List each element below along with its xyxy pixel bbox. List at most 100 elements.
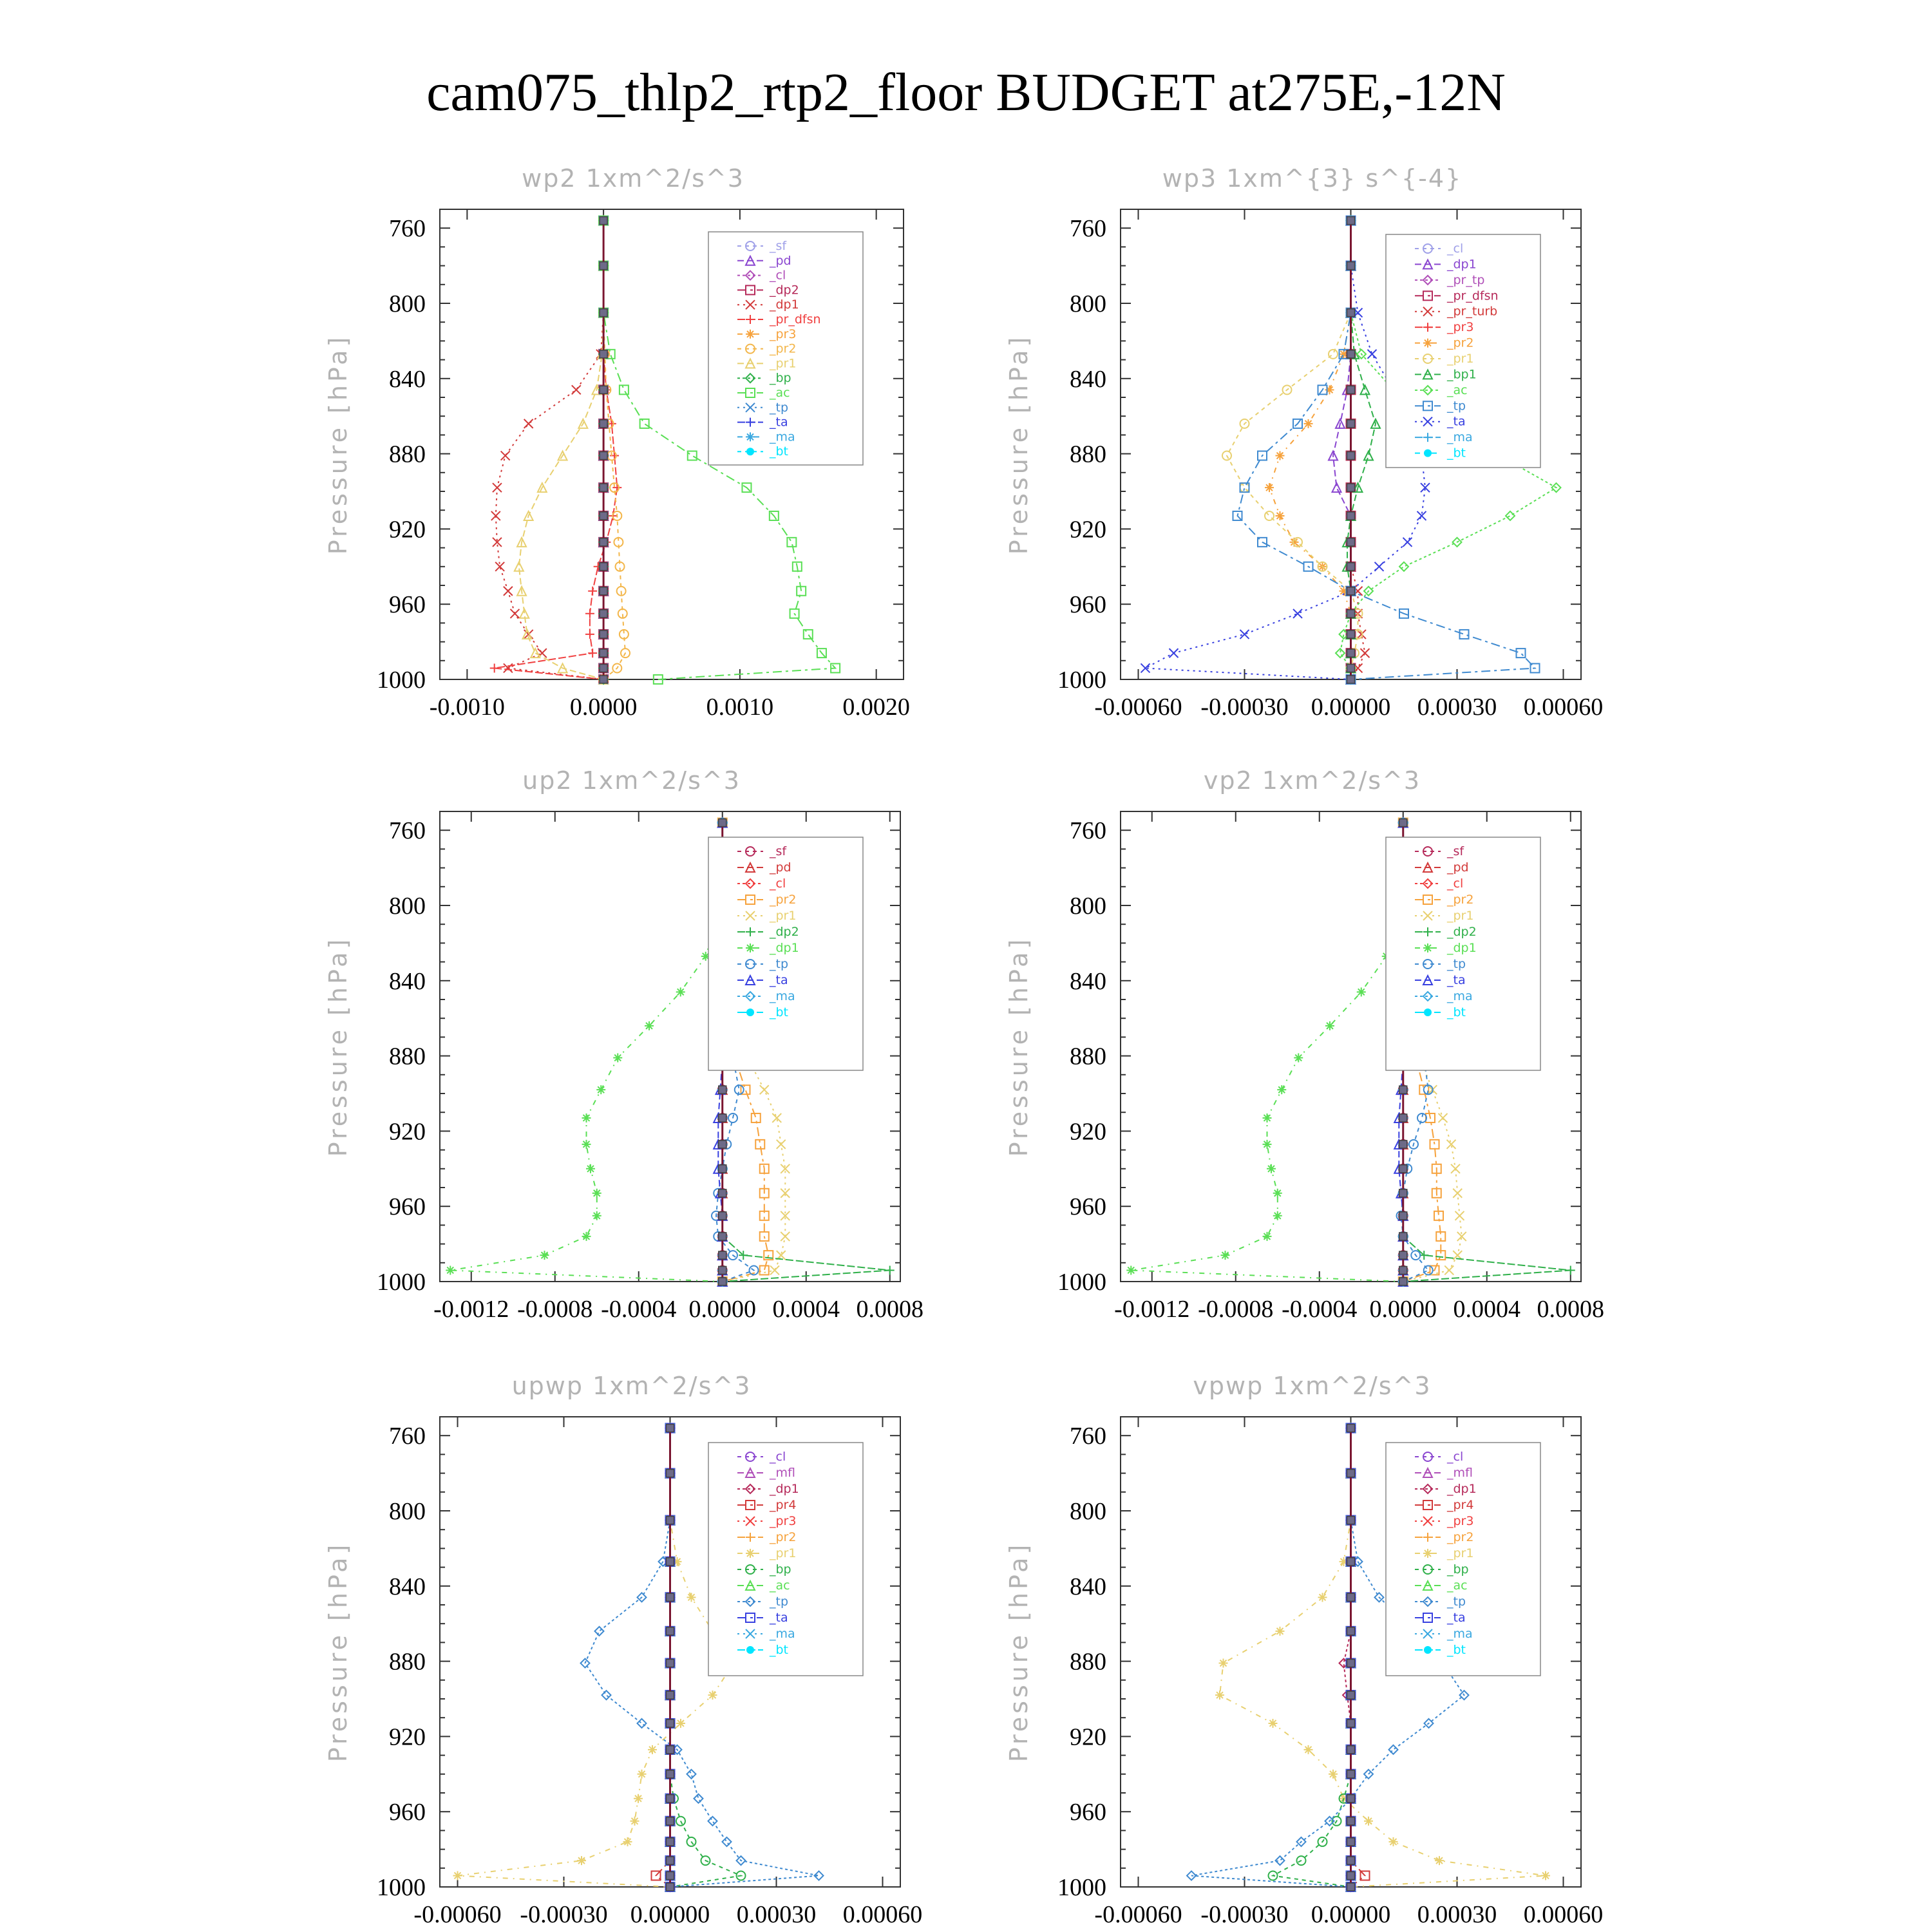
data-point	[1317, 561, 1328, 572]
zero-marker	[1399, 1189, 1408, 1198]
data-point	[1289, 537, 1299, 547]
legend-label: _ta	[769, 973, 788, 987]
zero-marker	[718, 818, 727, 828]
y-tick-label: 880	[1070, 441, 1106, 468]
data-point	[1218, 1658, 1228, 1668]
legend-marker	[744, 1579, 756, 1591]
panel-title: wp3 1xm^{3} s^{-4}	[1162, 164, 1462, 193]
legend-marker	[1423, 1500, 1433, 1510]
data-point	[500, 450, 511, 461]
data-point	[1435, 1250, 1446, 1261]
y-tick-label: 800	[1070, 290, 1106, 317]
legend-label: _cl	[769, 1450, 786, 1464]
data-point	[585, 609, 594, 618]
zero-marker	[665, 1856, 675, 1865]
data-point	[687, 450, 697, 461]
legend-marker	[1423, 1564, 1433, 1575]
data-point	[1262, 1113, 1272, 1122]
zero-marker	[599, 649, 608, 658]
zero-marker	[665, 1515, 675, 1525]
legend-marker	[1422, 258, 1434, 270]
data-point	[585, 629, 594, 639]
data-point	[740, 1084, 751, 1095]
series-line	[603, 220, 837, 680]
data-point	[491, 511, 501, 521]
y-tick-label: 880	[389, 1649, 426, 1676]
data-point	[1429, 1265, 1440, 1276]
data-point	[1325, 1021, 1334, 1030]
zero-marker	[718, 1277, 727, 1286]
legend-marker	[746, 1646, 754, 1654]
legend-marker	[1423, 1629, 1433, 1639]
y-tick-label: 800	[1070, 893, 1106, 920]
legend-label: _pr_tp	[1446, 273, 1484, 287]
legend-label: _bt	[1446, 1643, 1466, 1657]
legend-marker	[745, 1452, 755, 1462]
zero-marker	[665, 1690, 675, 1700]
data-point	[1423, 1718, 1434, 1729]
legend-label: _pr1	[769, 356, 796, 370]
data-point	[1186, 1870, 1197, 1881]
y-tick-label: 880	[389, 1043, 426, 1070]
data-point	[577, 417, 589, 429]
y-tick-label: 1000	[377, 667, 426, 694]
x-tick-label: -0.0008	[1198, 1296, 1273, 1323]
legend-label: _ta	[1446, 415, 1466, 429]
data-point	[748, 1265, 759, 1276]
y-tick-label: 920	[389, 1723, 426, 1750]
data-point	[1459, 1689, 1470, 1701]
legend-marker	[1423, 354, 1433, 364]
zero-marker	[599, 385, 608, 395]
legend-marker	[744, 254, 756, 266]
legend-label: _pr4	[769, 1498, 796, 1512]
x-tick-label: -0.0008	[517, 1296, 592, 1323]
data-point	[763, 1250, 774, 1261]
data-point	[588, 586, 598, 596]
zero-marker	[1346, 587, 1356, 596]
data-point	[630, 1816, 639, 1826]
data-point	[1419, 1251, 1429, 1260]
data-point	[780, 1211, 790, 1221]
data-point	[1339, 586, 1349, 596]
legend-marker	[745, 241, 755, 251]
y-tick-label: 920	[1070, 516, 1106, 543]
legend-marker	[745, 343, 755, 354]
data-point	[1364, 1816, 1373, 1826]
legend-label: _pr3	[769, 327, 796, 341]
data-point	[1293, 609, 1303, 619]
legend-marker	[745, 1516, 755, 1526]
zero-marker	[1346, 1770, 1356, 1779]
legend-label: _pr2	[1446, 336, 1473, 350]
legend-box	[708, 1442, 864, 1676]
data-point	[503, 586, 513, 596]
data-point	[1434, 1210, 1444, 1221]
y-axis-label: Pressure [hPa]	[1005, 936, 1033, 1157]
zero-marker	[665, 1658, 675, 1668]
data-point	[1363, 585, 1374, 597]
legend-label: _tp	[769, 401, 788, 415]
legend-label: _bt	[1446, 446, 1466, 460]
legend-label: _bt	[769, 444, 788, 459]
legend-label: _ma	[1446, 430, 1473, 444]
legend-marker	[1422, 368, 1434, 380]
legend-label: _pr_turb	[1446, 305, 1497, 319]
legend-marker	[744, 974, 756, 985]
zero-marker	[1346, 1882, 1356, 1891]
legend-marker	[745, 388, 755, 398]
chart-panel-5: vpwp 1xm^2/s^3 Pressure [hPa] 760 800 840 880…	[1005, 1372, 1603, 1928]
data-point	[1275, 1626, 1285, 1636]
data-point	[741, 482, 752, 493]
y-tick-label: 920	[1070, 1118, 1106, 1145]
legend-label: _ac	[1446, 1578, 1468, 1593]
data-point	[1452, 536, 1463, 548]
data-point	[1140, 663, 1151, 674]
y-tick-label: 840	[389, 366, 426, 393]
zero-marker	[599, 451, 608, 460]
legend-label: _pr1	[1446, 1546, 1473, 1560]
data-point	[636, 1718, 647, 1729]
zero-marker	[718, 1251, 727, 1260]
legend-marker	[1423, 338, 1432, 348]
zero-marker	[1346, 649, 1356, 658]
legend: _cl_dp1 _pr_tp _pr_dfsn _pr_turb_pr3 _pr2 _pr…	[1385, 234, 1541, 468]
data-point	[759, 1163, 770, 1174]
